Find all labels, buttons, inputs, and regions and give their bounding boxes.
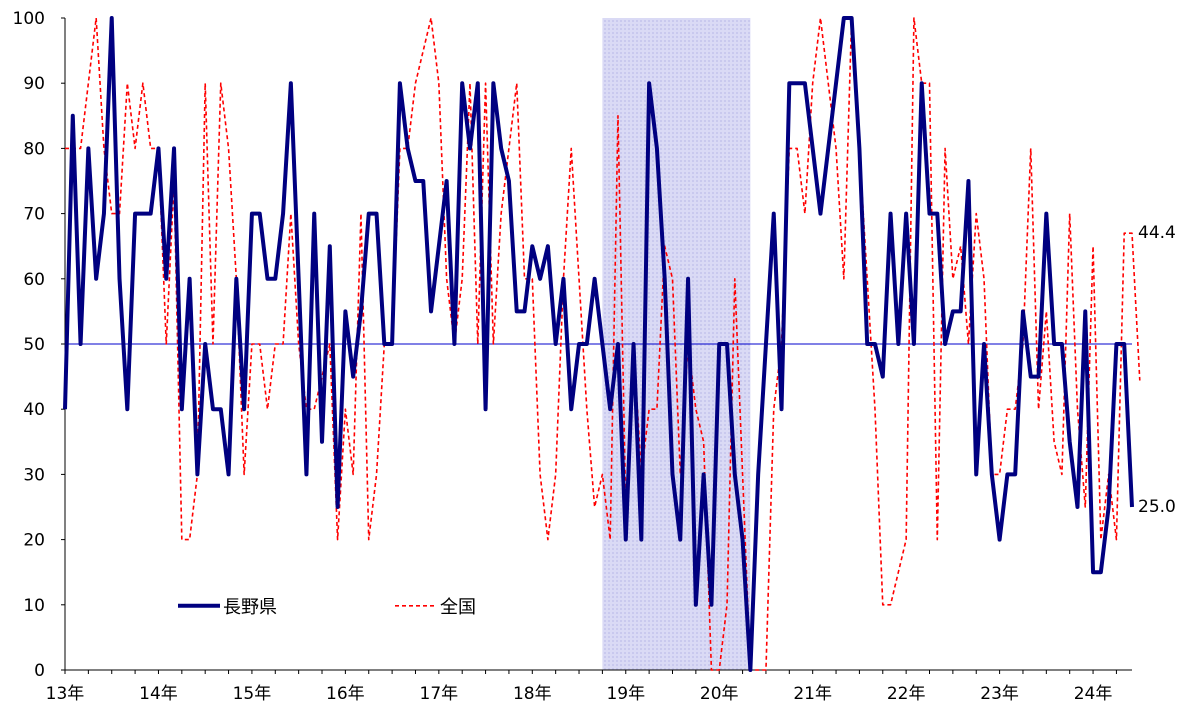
legend-label-national: 全国	[440, 597, 476, 618]
y-tick-label: 10	[23, 596, 45, 616]
series-line-national	[65, 17, 1141, 671]
series-line-nagano	[63, 16, 1134, 672]
x-tick-label: 21年	[793, 684, 832, 704]
y-axis-labels: 0 10 20 30 40 50 60 70 80 90 100	[13, 9, 45, 681]
end-label-national: 44.4	[1138, 223, 1176, 243]
x-tick-label: 13年	[46, 684, 85, 704]
y-tick-label: 50	[23, 335, 45, 355]
x-tick-label: 22年	[887, 684, 926, 704]
y-tick-label: 80	[23, 139, 45, 159]
x-axis-labels: 13年 14年 15年 16年 17年 18年 19年 20年 21年 22年 23年 24年	[46, 684, 1113, 704]
x-tick-label: 23年	[980, 684, 1019, 704]
end-label-nagano: 25.0	[1138, 497, 1176, 517]
y-tick-label: 60	[23, 270, 45, 290]
legend-label-nagano: 長野県	[223, 597, 277, 618]
x-tick-label: 20年	[700, 684, 739, 704]
x-tick-label: 16年	[326, 684, 365, 704]
end-labels: 44.4 25.0	[1138, 223, 1176, 517]
y-tick-label: 30	[23, 465, 45, 485]
x-tick-label: 18年	[513, 684, 552, 704]
y-tick-label: 90	[23, 74, 45, 94]
x-tick-label: 14年	[139, 684, 178, 704]
x-tick-label: 19年	[606, 684, 645, 704]
legend: 長野県 全国	[178, 597, 476, 618]
x-tick-label: 17年	[420, 684, 459, 704]
y-tick-label: 100	[13, 9, 45, 29]
y-tick-label: 40	[23, 400, 45, 420]
x-tick-label: 24年	[1074, 684, 1113, 704]
y-tick-label: 20	[23, 531, 45, 551]
y-tick-label: 0	[34, 661, 45, 681]
series-group	[63, 16, 1141, 672]
x-tick-label: 15年	[233, 684, 272, 704]
y-tick-label: 70	[23, 205, 45, 225]
